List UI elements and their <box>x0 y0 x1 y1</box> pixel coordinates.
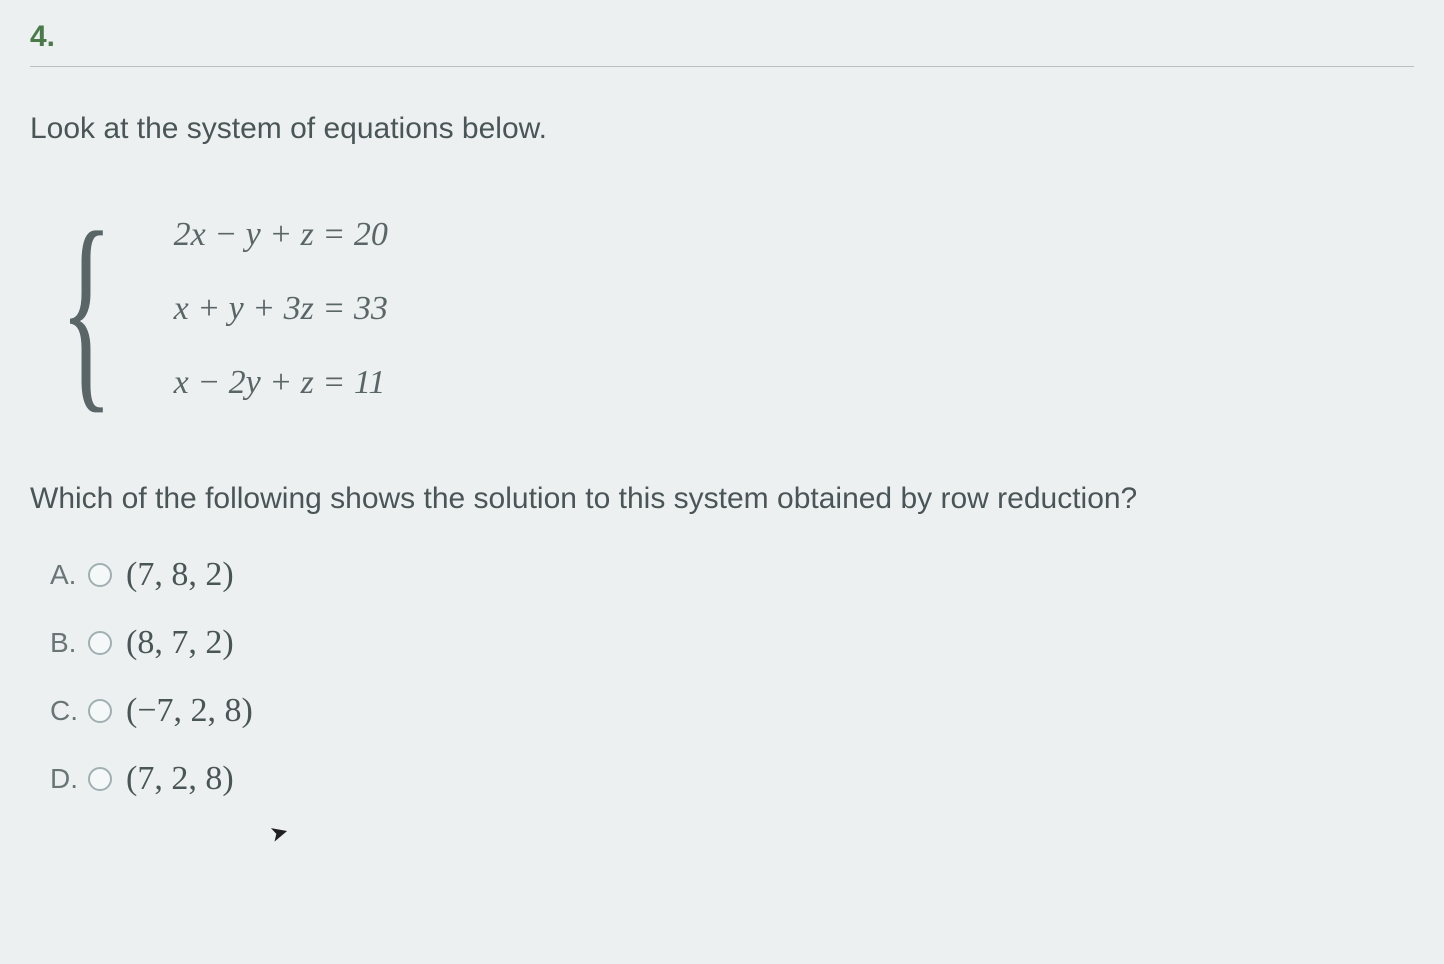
cursor-icon: ➤ <box>267 818 292 848</box>
option-d[interactable]: D. (7, 2, 8) <box>50 760 1414 798</box>
divider <box>30 66 1414 67</box>
option-a[interactable]: A. (7, 8, 2) <box>50 556 1414 594</box>
equation-2: x + y + 3z = 33 <box>174 272 388 346</box>
option-d-text: (7, 2, 8) <box>126 760 234 798</box>
option-c[interactable]: C. (−7, 2, 8) <box>50 692 1414 730</box>
question-number: 4. <box>30 20 1414 54</box>
equations-list: 2x − y + z = 20 x + y + 3z = 33 x − 2y +… <box>174 186 388 432</box>
option-d-letter: D. <box>50 763 80 795</box>
option-a-letter: A. <box>50 559 80 591</box>
option-b-text: (8, 7, 2) <box>126 624 234 662</box>
radio-d[interactable] <box>88 767 112 791</box>
equation-3: x − 2y + z = 11 <box>174 346 388 420</box>
option-b-letter: B. <box>50 627 80 659</box>
radio-a[interactable] <box>88 563 112 587</box>
left-brace: { <box>60 186 113 432</box>
option-b[interactable]: B. (8, 7, 2) <box>50 624 1414 662</box>
option-a-text: (7, 8, 2) <box>126 556 234 594</box>
question-text: Which of the following shows the solutio… <box>30 482 1414 516</box>
radio-b[interactable] <box>88 631 112 655</box>
equations-system: { 2x − y + z = 20 x + y + 3z = 33 x − 2y… <box>60 186 1414 432</box>
prompt-text: Look at the system of equations below. <box>30 112 1414 146</box>
radio-c[interactable] <box>88 699 112 723</box>
option-c-letter: C. <box>50 695 80 727</box>
option-c-text: (−7, 2, 8) <box>126 692 253 730</box>
equation-1: 2x − y + z = 20 <box>174 198 388 272</box>
options-list: A. (7, 8, 2) B. (8, 7, 2) C. (−7, 2, 8) … <box>50 556 1414 798</box>
